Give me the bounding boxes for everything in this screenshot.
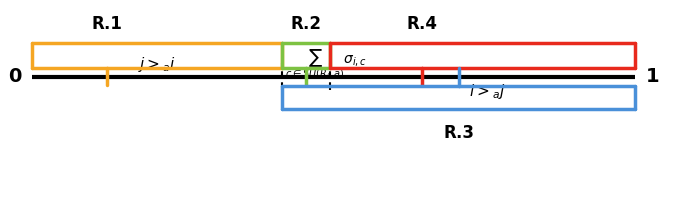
Text: $i >_a j$: $i >_a j$ — [469, 82, 505, 101]
Text: R.2: R.2 — [290, 15, 322, 33]
Text: $\sum_{c \in SU(R_i,a)} \sigma_{i,c}$: $\sum_{c \in SU(R_i,a)} \sigma_{i,c}$ — [285, 47, 367, 81]
Text: 1: 1 — [645, 67, 659, 86]
Text: R.3: R.3 — [443, 124, 474, 142]
Text: R.1: R.1 — [91, 15, 122, 33]
Text: $j >_a i$: $j >_a i$ — [138, 55, 176, 74]
Text: 0: 0 — [8, 67, 21, 86]
Text: R.4: R.4 — [406, 15, 438, 33]
